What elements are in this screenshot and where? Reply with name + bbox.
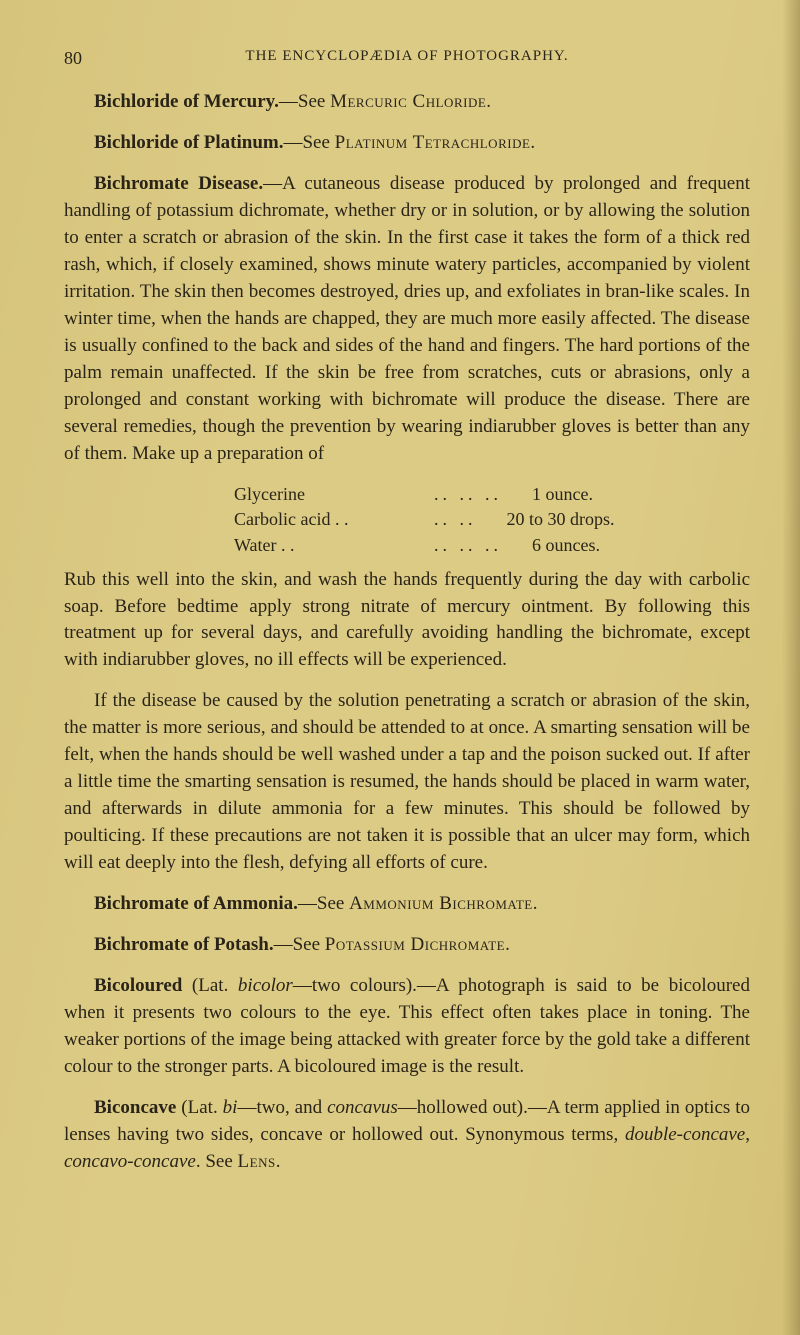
term: concavo-concave <box>64 1151 196 1172</box>
latin-term: bicolor <box>238 975 293 996</box>
entry-head: Bichloride of Platinum. <box>94 132 283 153</box>
recipe-row: Water . . .. .. .. 6 ounces. <box>64 533 750 559</box>
entry-bicoloured: Bicoloured (Lat. bicolor—two colours).—A… <box>64 973 750 1081</box>
entry-bichloride-platinum: Bichloride of Platinum.—See Platinum Tet… <box>64 130 750 157</box>
recipe-label: Carbolic acid . . <box>234 507 434 533</box>
recipe-row: Glycerine .. .. .. 1 ounce. <box>64 482 750 508</box>
entry-bichromate-ammonia: Bichromate of Ammonia.—See Ammonium Bich… <box>64 891 750 918</box>
entry-head: Biconcave <box>94 1097 181 1118</box>
recipe-label: Water . . <box>234 533 434 559</box>
page-number: 80 <box>64 46 82 72</box>
page: 80 THE ENCYCLOPÆDIA OF PHOTOGRAPHY. Bich… <box>0 0 800 1335</box>
latin-term: concavus <box>327 1097 398 1118</box>
recipe-label: Glycerine <box>234 482 434 508</box>
recipe-dots: .. .. .. <box>434 482 502 508</box>
text: . See <box>196 1151 238 1172</box>
latin-term: bi <box>223 1097 238 1118</box>
entry-bichromate-disease-p3: If the disease be caused by the solution… <box>64 688 750 877</box>
recipe-dots: .. .. .. <box>434 533 502 559</box>
text: —two colours). <box>293 975 417 996</box>
recipe-dots: .. .. <box>434 507 477 533</box>
text: —See <box>274 934 325 955</box>
text: —See <box>283 132 334 153</box>
text: —A cutaneous disease produced by prolong… <box>64 173 750 464</box>
see-ref: Lens. <box>238 1151 281 1172</box>
text: (Lat. <box>192 975 238 996</box>
recipe-value: 20 to 30 drops. <box>477 507 687 533</box>
recipe-table: Glycerine .. .. .. 1 ounce. Carbolic aci… <box>64 482 750 559</box>
term: double-concave <box>625 1124 745 1145</box>
entry-bichromate-potash: Bichromate of Potash.—See Potassium Dich… <box>64 932 750 959</box>
entry-head: Bichromate Disease. <box>94 173 263 194</box>
text: —two, and <box>237 1097 327 1118</box>
see-ref: Platinum Tetrachloride. <box>335 132 536 153</box>
entry-bichromate-disease-p1: Bichromate Disease.—A cutaneous disease … <box>64 171 750 468</box>
text: —hollowed out). <box>398 1097 528 1118</box>
see-ref: Mercuric Chloride. <box>330 91 491 112</box>
entry-head: Bichloride of Mercury. <box>94 91 279 112</box>
recipe-value: 6 ounces. <box>502 533 712 559</box>
entry-biconcave: Biconcave (Lat. bi—two, and concavus—hol… <box>64 1095 750 1176</box>
text: (Lat. <box>181 1097 222 1118</box>
see-ref: Ammonium Bichromate. <box>349 893 538 914</box>
text: —See <box>298 893 349 914</box>
see-ref: Potassium Dichromate. <box>325 934 511 955</box>
recipe-value: 1 ounce. <box>502 482 712 508</box>
entry-head: Bichromate of Potash. <box>94 934 274 955</box>
entry-head: Bichromate of Ammonia. <box>94 893 298 914</box>
entry-head: Bicoloured <box>94 975 192 996</box>
running-head: THE ENCYCLOPÆDIA OF PHOTOGRAPHY. <box>64 46 750 67</box>
text: , <box>745 1124 750 1145</box>
entry-bichloride-mercury: Bichloride of Mercury.—See Mercuric Chlo… <box>64 89 750 116</box>
entry-bichromate-disease-p2: Rub this well into the skin, and wash th… <box>64 567 750 675</box>
text: —See <box>279 91 330 112</box>
recipe-row: Carbolic acid . . .. .. 20 to 30 drops. <box>64 507 750 533</box>
